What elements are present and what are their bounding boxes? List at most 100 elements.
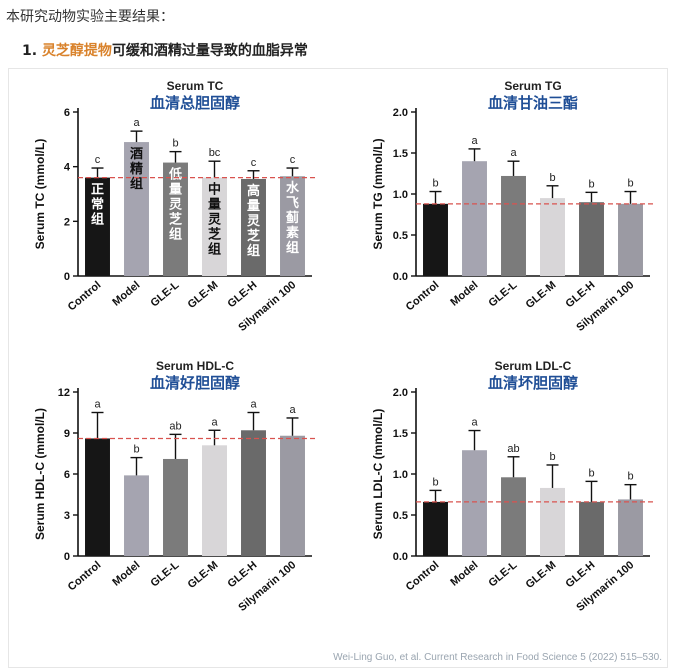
bar-silymarin-100 bbox=[280, 435, 305, 556]
bar-model bbox=[462, 161, 487, 276]
significance-label: b bbox=[432, 476, 438, 488]
x-tick-label: Model bbox=[110, 559, 142, 589]
y-tick-label: 4 bbox=[64, 162, 71, 174]
x-tick-label: Model bbox=[448, 279, 480, 309]
bar-control bbox=[423, 501, 448, 556]
bar-label-char: 组 bbox=[286, 240, 299, 256]
significance-label: b bbox=[627, 471, 633, 483]
bar-label-char: 芝 bbox=[169, 212, 182, 228]
x-tick-label: GLE-H bbox=[225, 279, 259, 310]
significance-label: c bbox=[251, 157, 257, 169]
bar-label-char: 组 bbox=[130, 176, 143, 192]
bar-control bbox=[85, 438, 110, 556]
y-tick-label: 1.5 bbox=[393, 148, 408, 160]
bar-label-char: 低 bbox=[168, 167, 182, 183]
bar-label-char: 飞 bbox=[286, 196, 299, 211]
x-tick-label: GLE-L bbox=[486, 279, 519, 310]
x-tick-label: GLE-M bbox=[524, 559, 559, 591]
bar-control bbox=[85, 177, 110, 276]
chart-subtitle: 血清坏胆固醇 bbox=[488, 374, 578, 392]
section-heading: 1. 灵芝醇提物可缓和酒精过量导致的血脂异常 bbox=[22, 40, 308, 60]
bar-label-char: 常 bbox=[91, 197, 104, 213]
bar-label-char: 蓟 bbox=[285, 210, 299, 226]
x-tick-label: GLE-H bbox=[563, 279, 597, 310]
significance-label: a bbox=[289, 404, 296, 416]
y-tick-label: 2.0 bbox=[393, 107, 408, 119]
bar-gle-m bbox=[540, 487, 565, 556]
x-tick-label: GLE-L bbox=[486, 559, 519, 590]
chart-title: Serum LDL-C bbox=[495, 359, 572, 373]
y-tick-label: 6 bbox=[64, 107, 70, 119]
y-tick-label: 0.5 bbox=[393, 510, 408, 522]
bar-model bbox=[124, 142, 149, 276]
bar-label-char: 组 bbox=[91, 212, 104, 228]
significance-label: b bbox=[627, 178, 633, 190]
bar-label-char: 组 bbox=[169, 227, 182, 243]
bar-gle-m bbox=[202, 445, 227, 556]
significance-label: c bbox=[95, 154, 101, 166]
bar-label-char: 灵 bbox=[247, 214, 261, 229]
significance-label: a bbox=[510, 147, 517, 159]
significance-label: b bbox=[549, 451, 555, 463]
significance-label: bc bbox=[209, 147, 221, 159]
bar-label-char: 水 bbox=[286, 180, 300, 196]
bar-label-char: 芝 bbox=[247, 228, 260, 244]
y-tick-label: 2 bbox=[64, 216, 70, 228]
bar-gle-h bbox=[579, 501, 604, 556]
significance-label: c bbox=[290, 154, 296, 166]
chart-title: Serum TG bbox=[504, 79, 561, 93]
bar-label-char: 组 bbox=[208, 242, 221, 258]
bar-gle-l bbox=[163, 162, 188, 276]
chart-title: Serum TC bbox=[167, 79, 224, 93]
bar-gle-m bbox=[202, 177, 227, 276]
bar-silymarin-100 bbox=[280, 176, 305, 276]
x-tick-label: Model bbox=[110, 279, 142, 309]
x-tick-label: GLE-L bbox=[148, 279, 181, 310]
y-tick-label: 1.0 bbox=[393, 189, 408, 201]
bar-gle-m bbox=[540, 198, 565, 276]
significance-label: ab bbox=[169, 420, 181, 432]
chart-subtitle: 血清甘油三酯 bbox=[488, 94, 578, 112]
bar-label-char: 量 bbox=[169, 183, 182, 198]
bar-gle-h bbox=[241, 430, 266, 556]
x-tick-label: GLE-H bbox=[563, 559, 597, 590]
bar-label-char: 酒 bbox=[130, 147, 143, 162]
bar-gle-l bbox=[501, 477, 526, 556]
bar-gle-l bbox=[501, 175, 526, 276]
bar-label-char: 中 bbox=[208, 182, 221, 198]
bar-gle-h bbox=[579, 202, 604, 276]
y-tick-label: 2.0 bbox=[393, 387, 408, 399]
x-tick-label: GLE-L bbox=[148, 559, 181, 590]
significance-label: a bbox=[250, 399, 257, 411]
x-tick-label: GLE-M bbox=[186, 279, 221, 311]
y-tick-label: 9 bbox=[64, 428, 70, 440]
bar-gle-h bbox=[241, 178, 266, 276]
x-tick-label: Control bbox=[404, 559, 442, 593]
bar-control bbox=[423, 203, 448, 276]
significance-label: a bbox=[133, 117, 140, 129]
y-tick-label: 0.0 bbox=[393, 551, 408, 563]
bar-label-char: 精 bbox=[130, 161, 143, 177]
x-tick-label: Control bbox=[66, 559, 104, 593]
significance-label: b bbox=[172, 138, 178, 150]
bar-silymarin-100 bbox=[618, 499, 643, 556]
y-tick-label: 3 bbox=[64, 510, 70, 522]
y-tick-label: 1.0 bbox=[393, 469, 408, 481]
bar-label-char: 灵 bbox=[169, 198, 183, 213]
heading-number: 1. bbox=[22, 43, 38, 59]
y-tick-label: 0.0 bbox=[393, 271, 408, 283]
figure-panel bbox=[8, 68, 668, 668]
significance-label: a bbox=[211, 416, 218, 428]
bar-silymarin-100 bbox=[618, 203, 643, 276]
bar-label-char: 灵 bbox=[208, 213, 222, 228]
significance-label: a bbox=[94, 399, 101, 411]
chart-subtitle: 血清总胆固醇 bbox=[150, 94, 240, 112]
x-tick-label: GLE-H bbox=[225, 559, 259, 590]
x-tick-label: Control bbox=[66, 279, 104, 313]
significance-label: a bbox=[471, 135, 478, 147]
significance-label: b bbox=[549, 172, 555, 184]
significance-label: b bbox=[588, 178, 594, 190]
y-tick-label: 1.5 bbox=[393, 428, 408, 440]
